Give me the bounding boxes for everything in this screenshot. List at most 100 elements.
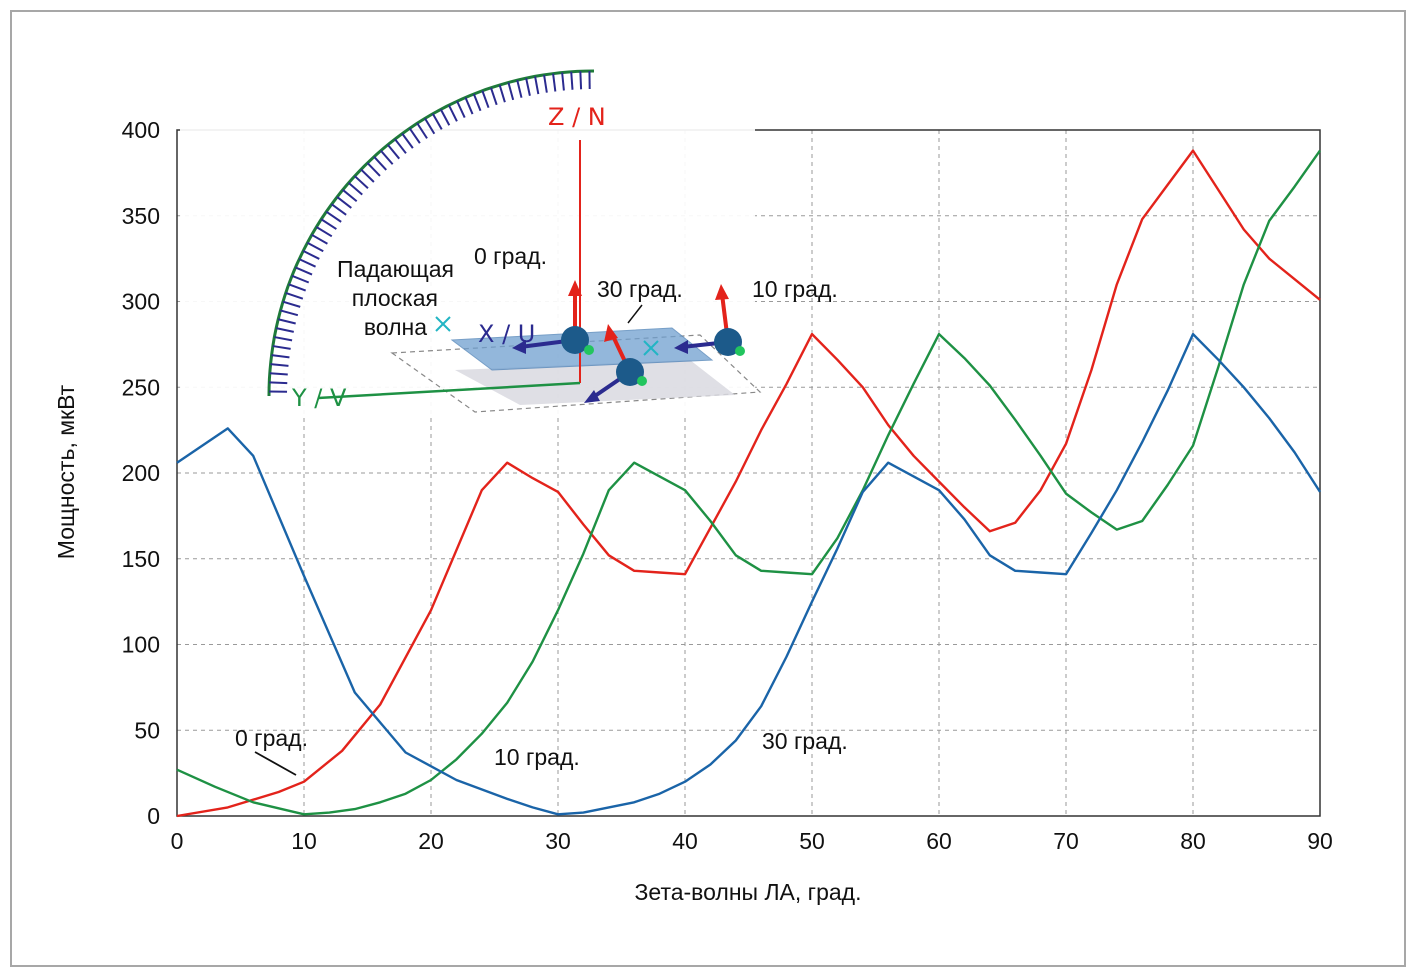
wave-arrow [271,354,290,359]
wave-arrow [270,363,289,367]
wave-arrow [448,104,458,122]
wave-arrow [336,196,352,209]
wave-arrow [416,122,428,139]
wave-arrow [277,318,296,325]
y-tick-label: 350 [122,203,160,229]
x-tick-label: 50 [799,828,825,854]
wave-arrow [507,82,515,101]
x-axis-label: Зета-волны ЛА, град. [635,879,862,905]
series-line-1 [176,149,1321,816]
wave-arrow [285,292,304,300]
wave-arrow [347,182,363,196]
incident-marker-1 [435,316,451,332]
x-tick-label: 80 [1180,828,1206,854]
y-tick-label: 300 [122,289,160,315]
wave-arrow [431,113,443,130]
wave-arrow [561,72,565,91]
wave-arrow [366,162,381,177]
annotations: 0 град. 10 град. 30 град. [235,725,848,776]
annotation-0deg: 0 град. [235,725,308,751]
wave-arrow [269,372,288,376]
x-tick-label: 0 [171,828,184,854]
wave-arrow [534,76,540,95]
annotation-30deg: 30 град. [762,728,848,754]
antenna-10deg [674,284,745,356]
x-axis-label-inset: X / U [478,320,535,348]
wave-arrow [274,336,293,342]
wave-arrow [331,203,347,216]
wave-arrow [360,168,375,183]
wave-arrow [498,84,506,103]
wave-arrow [380,149,394,165]
wave-arrow [472,93,482,112]
antenna-label-0deg: 0 град. [474,243,547,269]
ground-plane-outline [390,334,762,413]
antenna-0deg [512,280,594,355]
wave-label-line2: плоская [352,285,438,311]
wave-arrow [269,381,288,385]
incident-wave-arc [267,69,595,397]
y-axis-label: Мощность, мкВт [53,384,79,559]
y-axis-label-inset: Y / V [291,384,347,412]
wave-arrow [424,117,436,135]
antenna-label-30deg: 30 град. [597,276,683,302]
wave-arrow [306,241,324,253]
wave-arrow [302,250,320,260]
wave-arrow [408,127,421,144]
wave-arrow [373,156,387,171]
wave-arrow [516,79,523,98]
wave-arrow [481,90,490,109]
y-tick-label: 0 [147,803,160,829]
wave-arrow [490,87,498,106]
x-tick-label: 30 [545,828,571,854]
y-tick-label: 200 [122,460,160,486]
series-group [176,149,1322,818]
wave-arrow [298,258,316,268]
wave-arrow [320,218,337,230]
wave-label-line1: Падающая [337,256,454,282]
wave-arrow [311,233,328,245]
wave-arrow [354,175,369,189]
wave-arrow [291,274,310,284]
y-axis-line [317,381,581,400]
x-tick-label: 70 [1053,828,1079,854]
wave-arrow [275,327,294,333]
wave-arrow [387,144,401,160]
wave-arrow [552,73,557,92]
x-tick-label: 60 [926,828,952,854]
wave-arrow [282,300,301,308]
wave-arrow [272,345,291,350]
wave-arrow [464,97,474,115]
wave-arrow [456,100,466,118]
x-tick-label: 40 [672,828,698,854]
x-tick-label: 10 [291,828,317,854]
wave-arrow [325,210,342,223]
wave-arrow [579,71,583,90]
wave-arrow [315,226,333,238]
wave-label-line3: волна [364,314,427,340]
antenna-30deg [584,324,647,403]
wave-arrow [394,138,407,154]
wave-arrow [342,189,358,203]
wave-arrow [280,309,299,317]
annotation-10deg: 10 град. [494,744,580,770]
wave-arc-line [267,69,595,397]
y-tick-label: 400 [122,117,160,143]
y-tick-label: 100 [122,632,160,658]
antenna-label-10deg: 10 град. [752,276,838,302]
inset-scene: Z / N X / U Y / V [180,58,838,418]
z-axis-label: Z / N [548,103,606,131]
y-tick-label: 250 [122,374,160,400]
x-tick-label: 20 [418,828,444,854]
ground-plane [455,360,735,405]
x-tick-label: 90 [1307,828,1333,854]
wave-arrow [295,266,313,276]
wave-arrow [288,283,307,292]
annotation-leader-line [254,751,297,776]
wave-arrow [401,133,414,149]
wave-arrow [570,71,574,90]
y-tick-label: 50 [134,717,160,743]
wave-arrow [525,77,531,96]
leader-30deg [627,304,643,324]
